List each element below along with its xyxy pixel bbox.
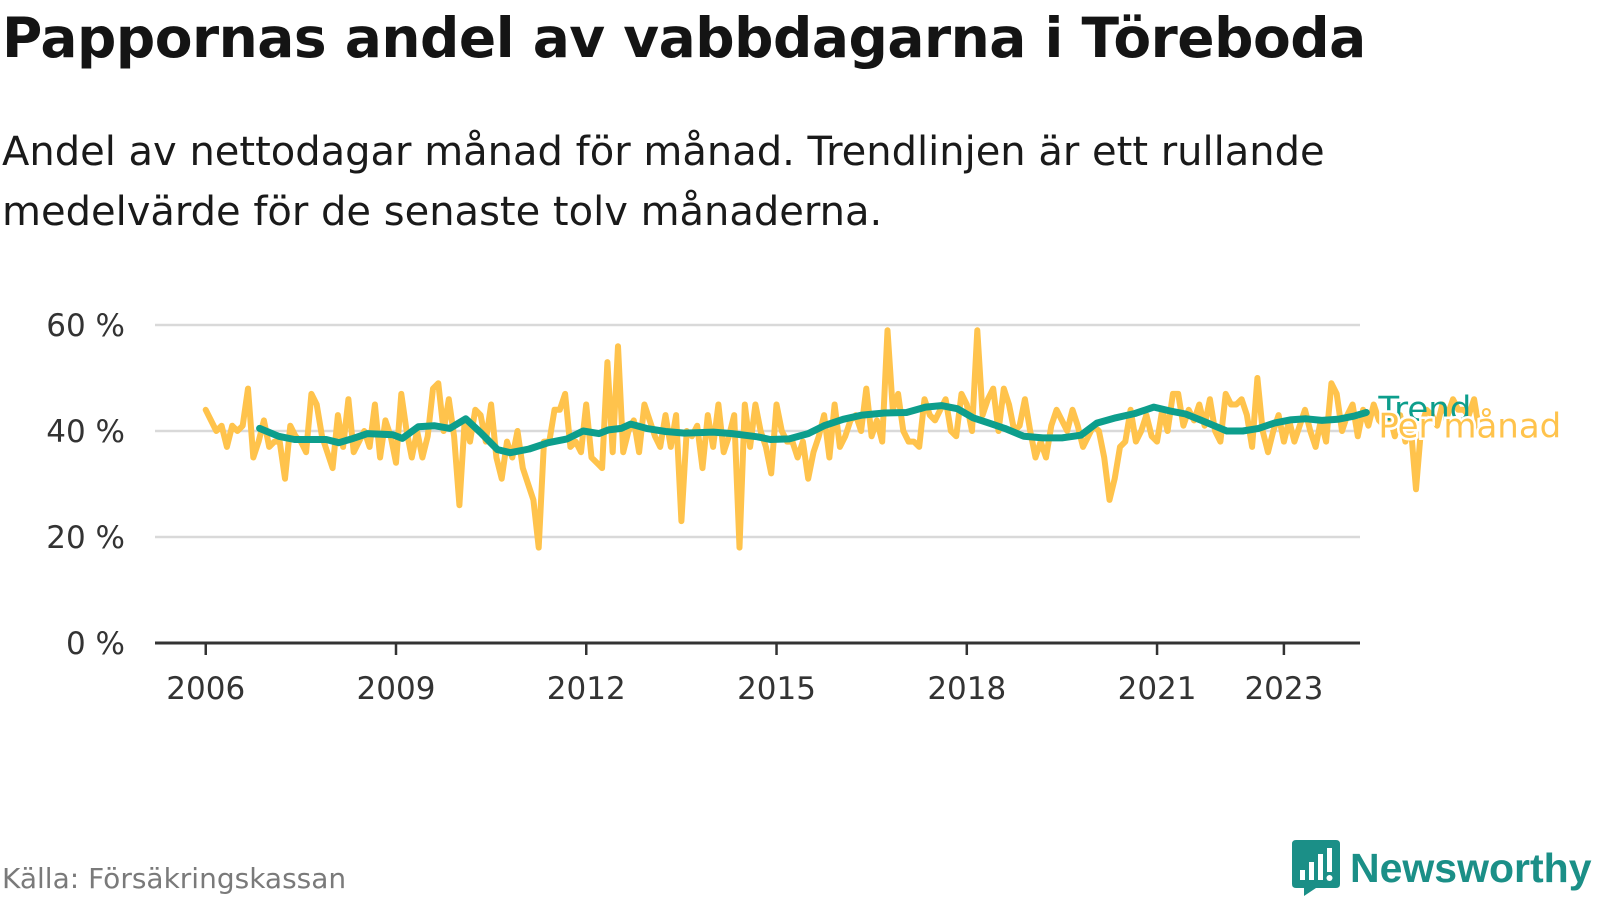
brand-name: Newsworthy: [1350, 844, 1592, 891]
chart-subtitle: Andel av nettodagar månad för månad. Tre…: [2, 129, 1325, 235]
series-line-per-manad: [202, 327, 1488, 551]
y-tick-label: 20 %: [46, 520, 125, 556]
x-tick-label: 2021: [1118, 671, 1197, 707]
source-note: Källa: Försäkringskassan: [2, 862, 347, 895]
x-tick-label: 2023: [1244, 671, 1323, 707]
series-label-trend: Trend: [1377, 389, 1471, 429]
line-chart: 0 % 20 % 40 % 60 % 2006 2009 2012 2015 2018 2021…: [46, 308, 1564, 707]
x-axis-ticks: 2006 2009 2012 2015 2018 2021 2023: [155, 641, 1360, 707]
series-lines: [202, 327, 1488, 551]
newsworthy-chart-bubble-icon: [1292, 840, 1340, 896]
x-tick-label: 2012: [547, 671, 626, 707]
x-tick-label: 2018: [927, 671, 1006, 707]
y-axis-tick-labels: 0 % 20 % 40 % 60 %: [46, 308, 125, 662]
brand-logo[interactable]: Newsworthy: [1290, 840, 1592, 896]
y-tick-label: 0 %: [66, 626, 125, 662]
x-tick-label: 2006: [166, 671, 245, 707]
y-tick-label: 40 %: [46, 414, 125, 450]
series-line-trend: [256, 402, 1370, 457]
chart-title: Pappornas andel av vabbdagarna i Törebod…: [2, 6, 1366, 70]
y-tick-label: 60 %: [46, 308, 125, 344]
series-label-per-manad: Per månad: [1378, 406, 1561, 446]
x-tick-label: 2009: [357, 671, 436, 707]
x-tick-label: 2015: [737, 671, 816, 707]
